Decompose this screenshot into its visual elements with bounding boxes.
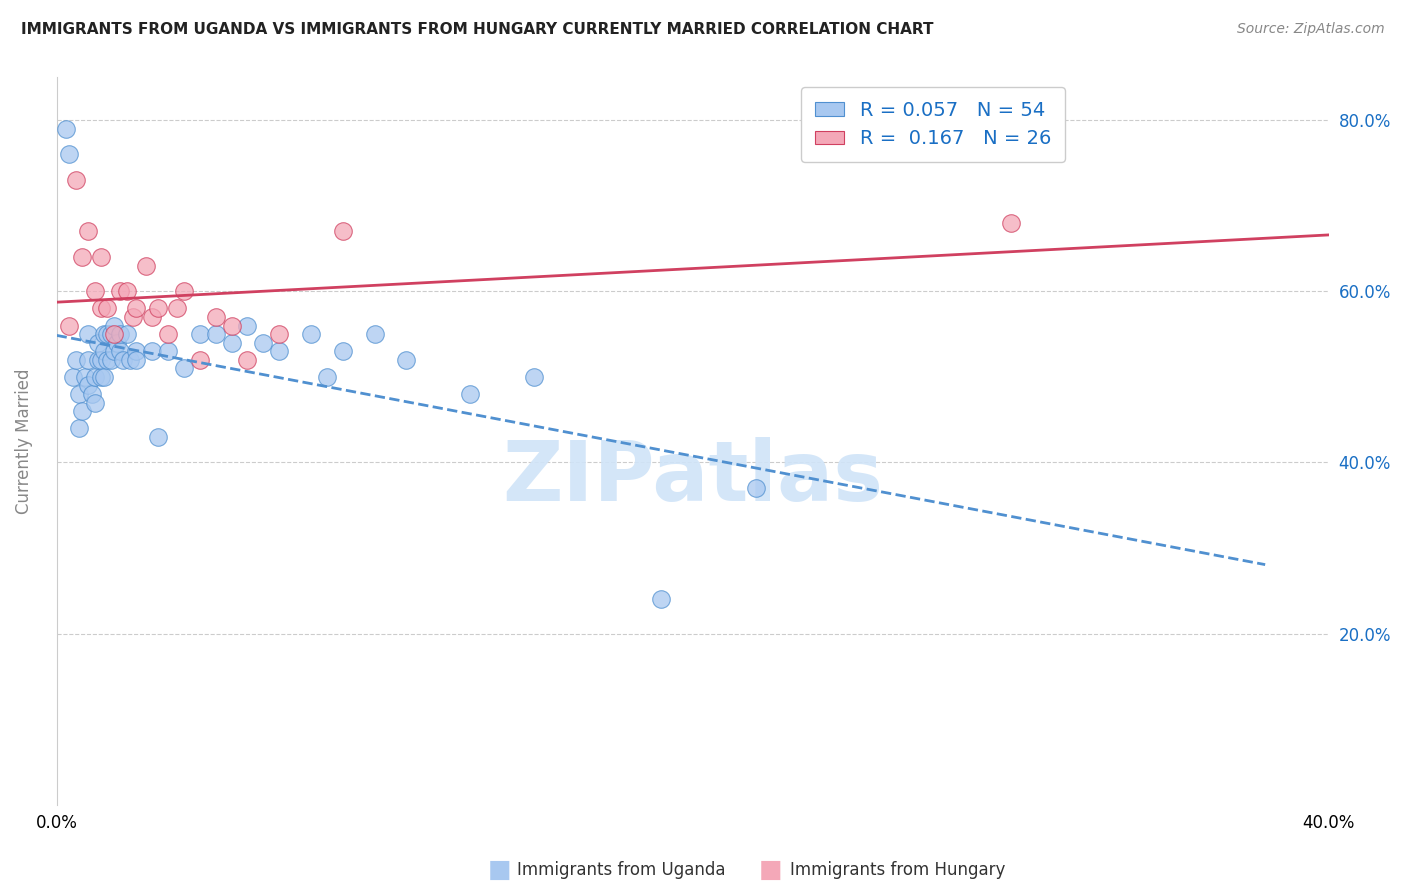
Point	[93, 327, 115, 342]
Point	[103, 318, 125, 333]
Point	[90, 370, 112, 384]
Point	[236, 318, 259, 333]
Point	[125, 352, 148, 367]
Point	[100, 327, 122, 342]
Point	[188, 352, 211, 367]
Point	[87, 352, 110, 367]
Point	[221, 318, 243, 333]
Point	[141, 310, 163, 324]
Point	[204, 310, 226, 324]
Point	[83, 285, 105, 299]
Y-axis label: Currently Married: Currently Married	[15, 368, 32, 514]
Point	[363, 327, 385, 342]
Point	[458, 387, 481, 401]
Point	[55, 121, 77, 136]
Point	[77, 378, 100, 392]
Point	[90, 301, 112, 316]
Text: IMMIGRANTS FROM UGANDA VS IMMIGRANTS FROM HUNGARY CURRENTLY MARRIED CORRELATION : IMMIGRANTS FROM UGANDA VS IMMIGRANTS FRO…	[21, 22, 934, 37]
Point	[148, 301, 170, 316]
Point	[100, 352, 122, 367]
Point	[173, 285, 195, 299]
Point	[77, 327, 100, 342]
Point	[103, 327, 125, 342]
Text: Source: ZipAtlas.com: Source: ZipAtlas.com	[1237, 22, 1385, 37]
Point	[58, 318, 80, 333]
Point	[395, 352, 418, 367]
Point	[96, 301, 118, 316]
Point	[125, 301, 148, 316]
Point	[745, 481, 768, 495]
Point	[80, 387, 103, 401]
Point	[110, 285, 132, 299]
Point	[96, 327, 118, 342]
Point	[269, 327, 291, 342]
Point	[299, 327, 322, 342]
Point	[141, 344, 163, 359]
Legend: R = 0.057   N = 54, R =  0.167   N = 26: R = 0.057 N = 54, R = 0.167 N = 26	[801, 87, 1064, 162]
Point	[112, 352, 135, 367]
Point	[110, 327, 132, 342]
Text: Immigrants from Hungary: Immigrants from Hungary	[790, 861, 1005, 879]
Text: ■: ■	[488, 858, 510, 881]
Point	[115, 285, 138, 299]
Point	[523, 370, 546, 384]
Point	[1000, 216, 1022, 230]
Point	[77, 352, 100, 367]
Point	[252, 335, 274, 350]
Point	[75, 370, 97, 384]
Point	[83, 395, 105, 409]
Point	[103, 344, 125, 359]
Point	[58, 147, 80, 161]
Point	[236, 352, 259, 367]
Point	[118, 352, 141, 367]
Point	[105, 335, 128, 350]
Point	[90, 352, 112, 367]
Point	[156, 327, 179, 342]
Point	[93, 370, 115, 384]
Point	[173, 361, 195, 376]
Point	[188, 327, 211, 342]
Point	[93, 344, 115, 359]
Point	[122, 310, 145, 324]
Point	[70, 404, 93, 418]
Point	[316, 370, 339, 384]
Point	[70, 250, 93, 264]
Point	[110, 344, 132, 359]
Point	[87, 335, 110, 350]
Point	[332, 344, 354, 359]
Point	[67, 387, 90, 401]
Point	[135, 259, 157, 273]
Point	[269, 344, 291, 359]
Point	[83, 370, 105, 384]
Point	[90, 250, 112, 264]
Point	[156, 344, 179, 359]
Point	[166, 301, 188, 316]
Point	[221, 335, 243, 350]
Point	[96, 352, 118, 367]
Text: Immigrants from Uganda: Immigrants from Uganda	[517, 861, 725, 879]
Point	[204, 327, 226, 342]
Point	[650, 592, 672, 607]
Point	[62, 370, 84, 384]
Text: ■: ■	[759, 858, 782, 881]
Point	[65, 173, 87, 187]
Point	[115, 327, 138, 342]
Point	[77, 224, 100, 238]
Point	[125, 344, 148, 359]
Point	[332, 224, 354, 238]
Point	[67, 421, 90, 435]
Point	[65, 352, 87, 367]
Point	[148, 430, 170, 444]
Text: ZIPatlas: ZIPatlas	[502, 437, 883, 518]
